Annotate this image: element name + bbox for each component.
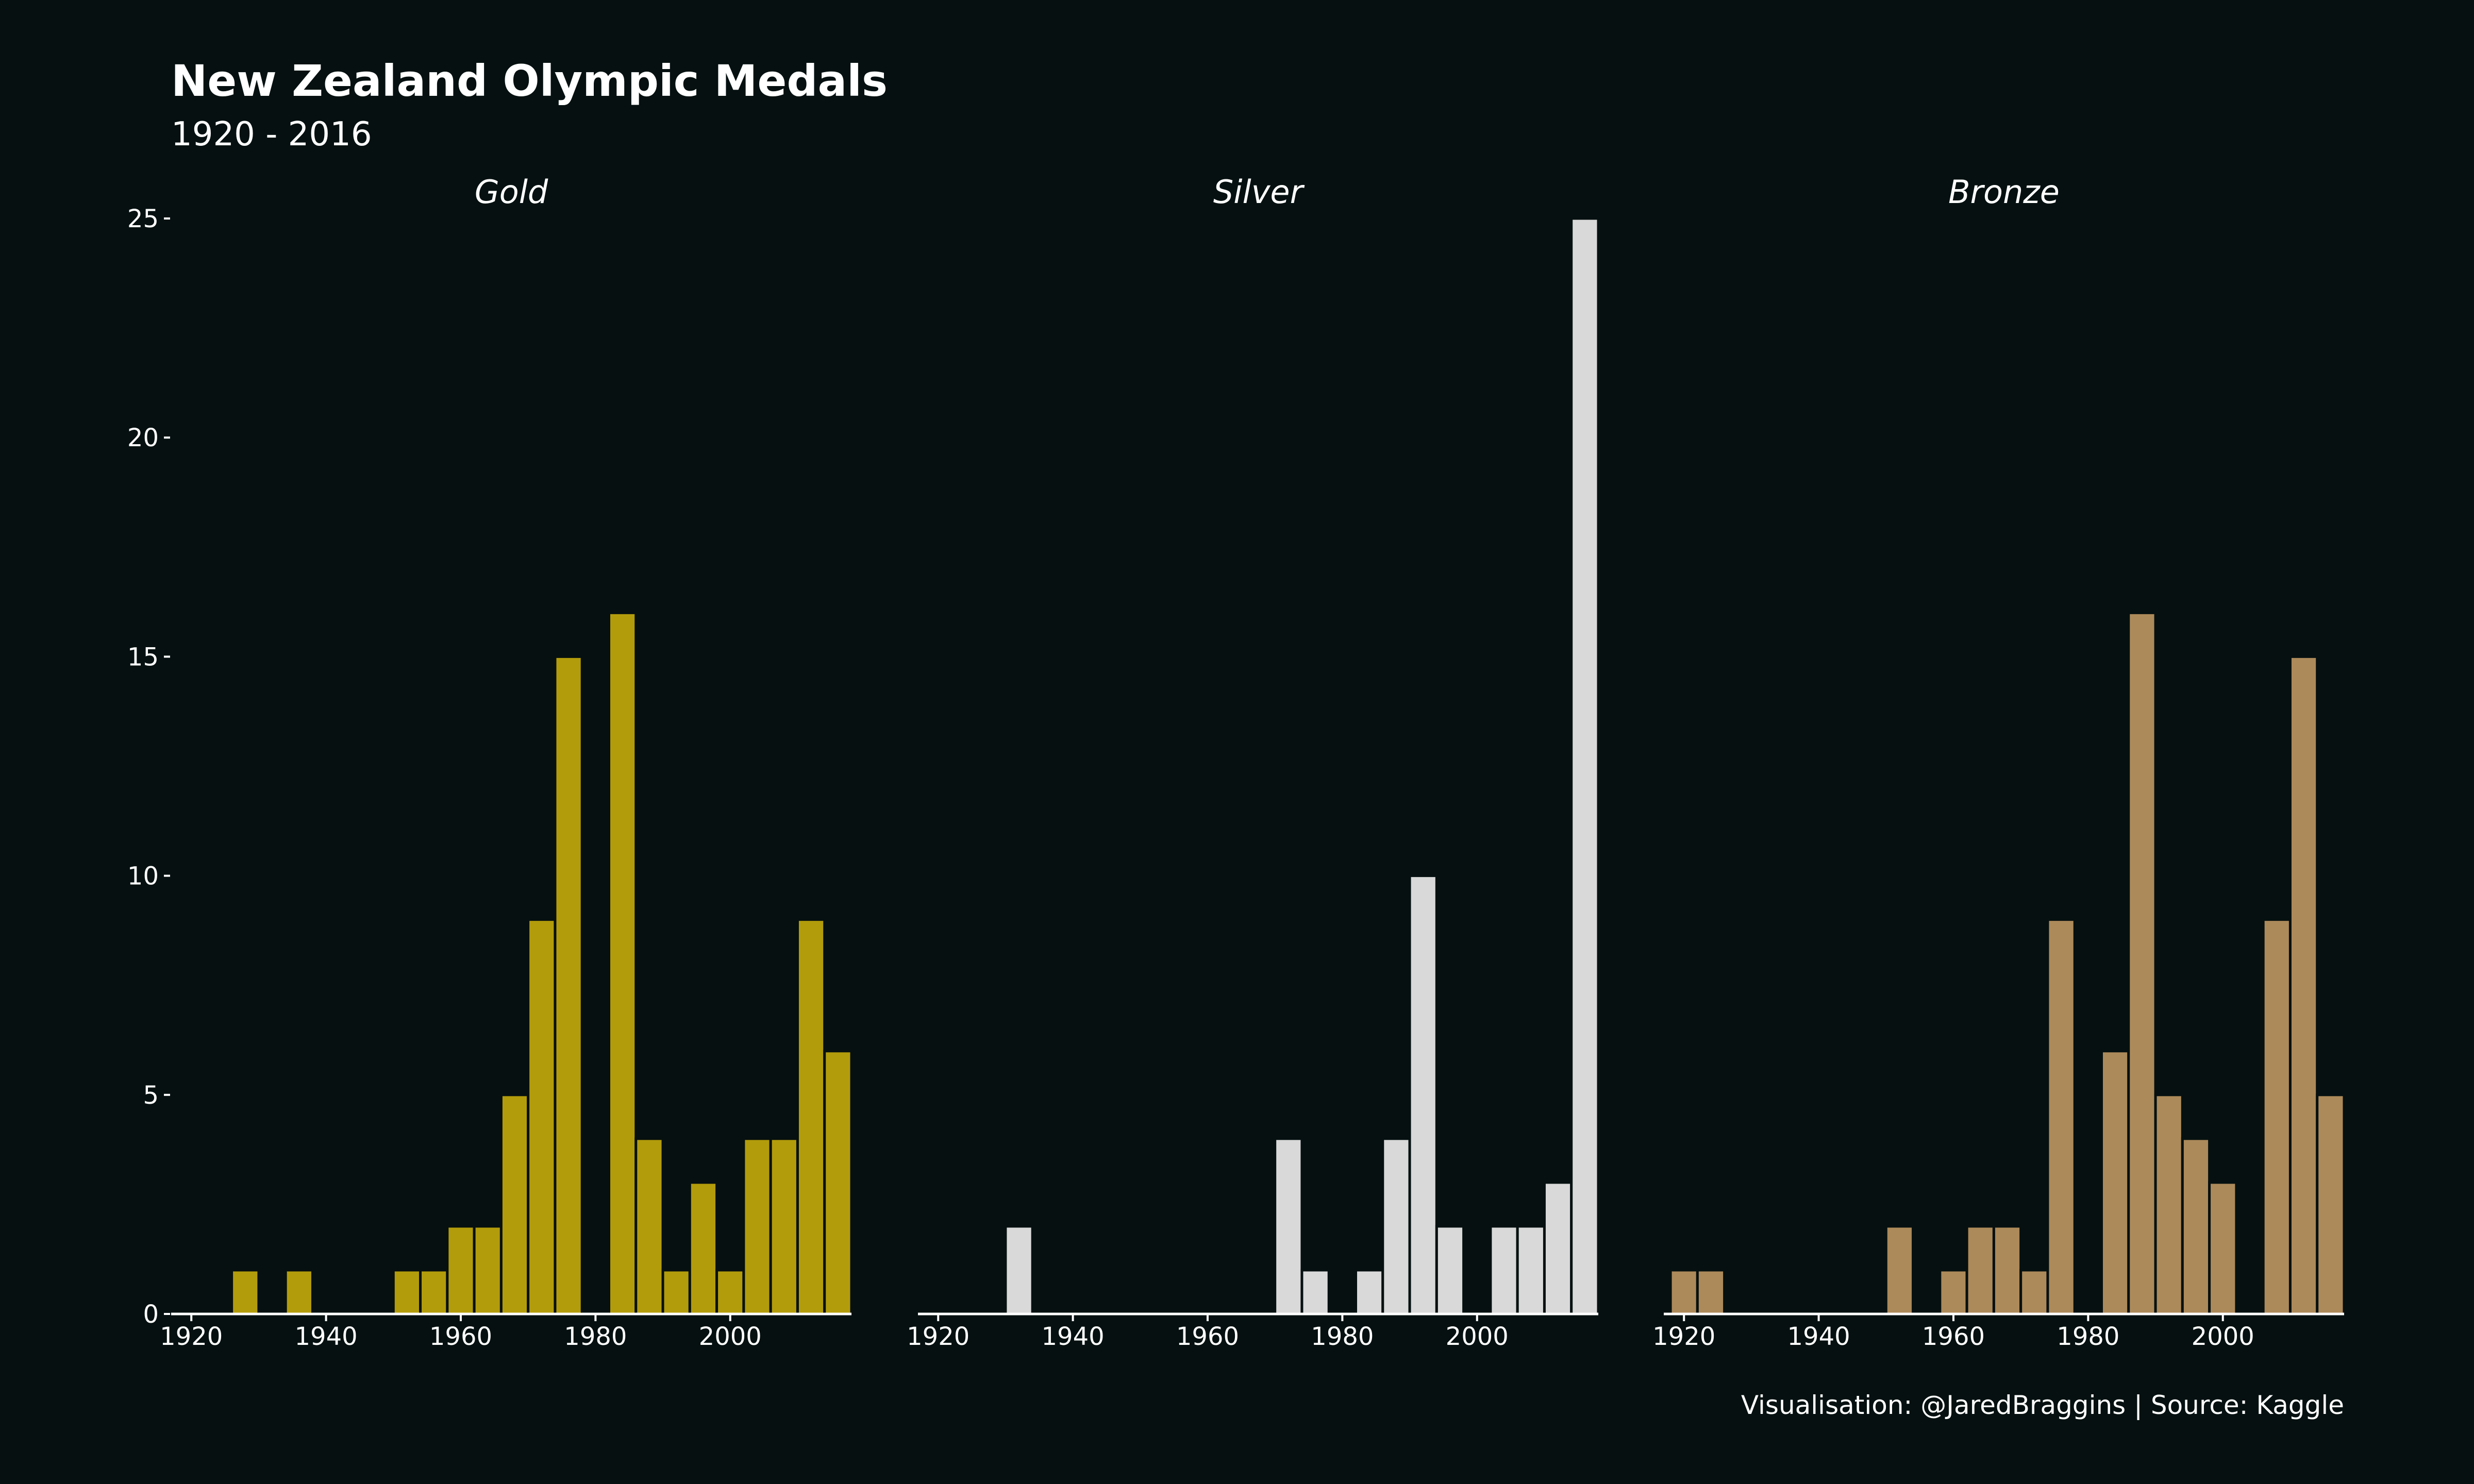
bar-silver-1984: [1355, 1269, 1384, 1316]
x-tick-label: 2000: [2192, 1322, 2254, 1351]
bar-gold-1964: [473, 1225, 503, 1316]
y-tick-label: 10: [127, 862, 159, 891]
bar-silver-2004: [1489, 1225, 1519, 1316]
x-tick-label: 1920: [1652, 1322, 1715, 1351]
bar-bronze-2008: [2262, 918, 2292, 1316]
x-tick-label: 1940: [295, 1322, 358, 1351]
x-tick-label: 1960: [429, 1322, 492, 1351]
panel-gold: Gold 1920 1940 1960 1980 2000: [160, 173, 853, 1351]
y-tick-label: 0: [143, 1300, 159, 1329]
bar-bronze-1968: [1992, 1225, 2022, 1316]
bar-silver-1976: [1300, 1269, 1330, 1316]
x-tick-label: 1960: [1922, 1322, 1985, 1351]
panel-silver: Silver 1920 1940 1960 1980 2000: [907, 173, 1600, 1351]
bar-gold-1960: [446, 1225, 476, 1316]
bar-silver-1972: [1274, 1137, 1303, 1316]
bar-silver-2012: [1543, 1181, 1573, 1316]
bar-bronze-1988: [2127, 611, 2157, 1316]
strip-label-bronze: Bronze: [1948, 173, 2060, 211]
x-tick-label: 1960: [1176, 1322, 1239, 1351]
x-tick-label: 1940: [1042, 1322, 1105, 1351]
bar-bronze-1984: [2100, 1050, 2130, 1316]
x-tick-label: 1980: [564, 1322, 627, 1351]
bar-gold-1928: [230, 1269, 260, 1316]
bar-gold-1992: [661, 1269, 691, 1316]
bar-gold-2016: [823, 1050, 853, 1316]
bar-gold-2008: [769, 1137, 799, 1316]
bar-gold-2004: [742, 1137, 772, 1316]
bar-gold-2000: [715, 1269, 745, 1316]
y-tick-label: 5: [143, 1081, 159, 1110]
bar-bronze-1920: [1669, 1269, 1699, 1316]
bar-gold-1956: [419, 1269, 449, 1316]
bar-gold-1968: [499, 1093, 530, 1316]
bar-gold-1976: [554, 655, 583, 1316]
x-tick-label: 1980: [2057, 1322, 2119, 1351]
x-tick-label: 1980: [1311, 1322, 1374, 1351]
bar-bronze-2016: [2316, 1093, 2346, 1316]
facet-panels: Gold 1920 1940 1960 1980 2000 Silver 1920 1940 19…: [160, 173, 2346, 1351]
x-tick-label: 2000: [699, 1322, 762, 1351]
bar-silver-1992: [1408, 874, 1438, 1316]
bar-bronze-1976: [2046, 918, 2076, 1316]
panel-bronze: Bronze 1920 1940 1960 1980 2000: [1652, 173, 2346, 1351]
bar-silver-2016: [1570, 217, 1600, 1316]
y-tick-label: 20: [127, 424, 159, 452]
bar-gold-1952: [392, 1269, 422, 1316]
bar-silver-2008: [1516, 1225, 1546, 1316]
y-tick-label: 25: [127, 205, 159, 233]
x-tick-label: 1940: [1787, 1322, 1850, 1351]
bar-bronze-2012: [2288, 655, 2319, 1316]
chart-caption: Visualisation: @JaredBraggins | Source: …: [1741, 1390, 2344, 1420]
x-tick-label: 1920: [160, 1322, 223, 1351]
bar-silver-1988: [1381, 1137, 1411, 1316]
y-axis: 0 5 10 15 20 25: [127, 205, 170, 1329]
bar-bronze-2000: [2208, 1181, 2238, 1316]
bar-gold-1988: [634, 1137, 664, 1316]
bar-bronze-1992: [2154, 1093, 2184, 1316]
bar-gold-1936: [284, 1269, 314, 1316]
strip-label-gold: Gold: [475, 173, 548, 211]
chart-title: New Zealand Olympic Medals: [171, 56, 888, 106]
bar-gold-1996: [688, 1181, 718, 1316]
bar-bronze-1924: [1696, 1269, 1726, 1316]
bar-silver-1932: [1004, 1225, 1034, 1316]
strip-label-silver: Silver: [1213, 173, 1305, 211]
x-tick-label: 2000: [1446, 1322, 1509, 1351]
bar-bronze-1960: [1938, 1269, 1968, 1316]
bar-bronze-1972: [2019, 1269, 2049, 1316]
bar-bronze-1952: [1884, 1225, 1915, 1316]
bar-gold-2012: [796, 918, 826, 1316]
bar-gold-1984: [608, 611, 638, 1316]
bar-gold-1972: [527, 918, 557, 1316]
y-tick-label: 15: [127, 643, 159, 671]
bar-silver-1996: [1435, 1225, 1465, 1316]
bar-bronze-1964: [1965, 1225, 1995, 1316]
bar-bronze-1996: [2181, 1137, 2211, 1316]
x-tick-label: 1920: [907, 1322, 969, 1351]
chart-subtitle: 1920 - 2016: [171, 115, 372, 154]
